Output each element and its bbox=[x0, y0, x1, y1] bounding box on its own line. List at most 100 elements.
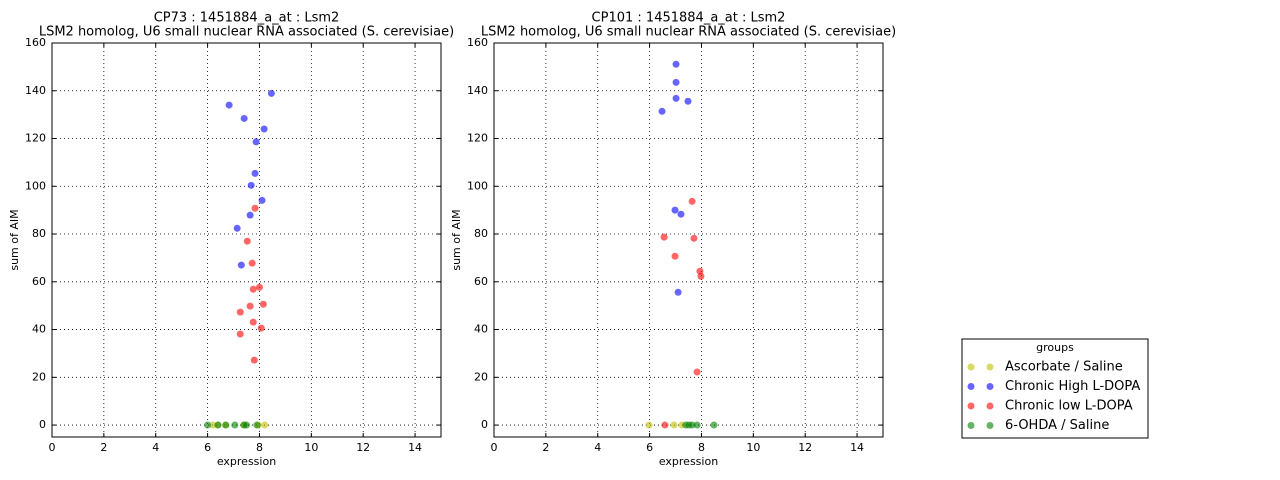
x-axis-label: expression bbox=[217, 455, 276, 468]
y-tick-label: 40 bbox=[474, 323, 488, 336]
legend-box bbox=[961, 338, 1149, 439]
point bbox=[670, 421, 678, 429]
point bbox=[259, 300, 267, 308]
point bbox=[240, 114, 248, 122]
point bbox=[710, 421, 718, 429]
x-axis-label: expression bbox=[659, 455, 718, 468]
legend-marker bbox=[967, 383, 975, 390]
point bbox=[672, 78, 680, 86]
series bbox=[225, 89, 275, 269]
point bbox=[209, 421, 217, 429]
point bbox=[688, 197, 696, 205]
x-tick-label: 4 bbox=[594, 441, 601, 454]
y-axis-label: sum of AIM bbox=[8, 209, 21, 270]
point bbox=[250, 356, 258, 364]
point bbox=[693, 368, 701, 376]
point bbox=[246, 302, 254, 310]
y-tick-label: 20 bbox=[32, 370, 46, 383]
y-tick-label: 0 bbox=[481, 418, 488, 431]
point bbox=[243, 421, 250, 429]
point bbox=[672, 94, 680, 102]
point bbox=[661, 421, 669, 429]
point bbox=[225, 101, 233, 109]
point bbox=[233, 224, 241, 232]
point bbox=[697, 272, 705, 280]
point bbox=[257, 324, 265, 332]
x-tick-label: 2 bbox=[542, 441, 549, 454]
point bbox=[249, 285, 257, 293]
x-tick-label: 12 bbox=[356, 441, 370, 454]
point bbox=[251, 204, 259, 212]
chart-subtitle: LSM2 homolog, U6 small nuclear RNA assoc… bbox=[481, 25, 896, 40]
point bbox=[258, 196, 266, 204]
series bbox=[682, 421, 718, 429]
chart-title: CP73 : 1451884_a_at : Lsm2 bbox=[154, 11, 340, 26]
point bbox=[252, 138, 260, 146]
point bbox=[248, 259, 256, 267]
point bbox=[214, 421, 222, 429]
x-tick-label: 10 bbox=[304, 441, 318, 454]
legend-marker bbox=[986, 383, 994, 390]
point bbox=[246, 211, 254, 219]
y-tick-label: 20 bbox=[474, 370, 488, 383]
point bbox=[247, 181, 255, 189]
legend-title: groups bbox=[1036, 341, 1074, 354]
point bbox=[231, 421, 239, 429]
series bbox=[204, 421, 261, 429]
point bbox=[253, 421, 261, 429]
point bbox=[688, 421, 696, 429]
point bbox=[660, 233, 668, 241]
point bbox=[237, 261, 245, 269]
y-tick-label: 120 bbox=[467, 132, 488, 145]
point bbox=[690, 234, 698, 242]
legend-label: Chronic High L-DOPA bbox=[1005, 379, 1140, 394]
y-tick-label: 100 bbox=[25, 179, 46, 192]
point bbox=[260, 125, 268, 133]
legend-marker bbox=[986, 422, 994, 429]
point bbox=[261, 421, 269, 429]
x-tick-label: 0 bbox=[49, 441, 56, 454]
y-tick-label: 0 bbox=[39, 418, 46, 431]
legend: groups Ascorbate / Saline Chronic High L-D… bbox=[961, 338, 1149, 439]
legend-marker bbox=[967, 402, 975, 410]
series bbox=[236, 204, 267, 364]
y-tick-label: 60 bbox=[32, 275, 46, 288]
x-tick-label: 14 bbox=[408, 441, 422, 454]
legend-marker bbox=[986, 402, 994, 410]
point bbox=[236, 308, 244, 316]
y-tick-label: 120 bbox=[25, 132, 46, 145]
point bbox=[684, 97, 692, 105]
plot-frame bbox=[493, 42, 884, 438]
y-axis-label: sum of AIM bbox=[450, 209, 463, 270]
legend-label: Ascorbate / Saline bbox=[1005, 360, 1123, 375]
point bbox=[267, 89, 275, 97]
x-tick-label: 8 bbox=[256, 441, 263, 454]
x-tick-label: 0 bbox=[491, 441, 498, 454]
y-tick-label: 80 bbox=[474, 227, 488, 240]
point bbox=[671, 206, 679, 214]
point bbox=[672, 60, 680, 68]
y-tick-label: 160 bbox=[25, 36, 46, 49]
point bbox=[236, 330, 244, 338]
point bbox=[674, 288, 682, 296]
plot-frame bbox=[51, 42, 442, 438]
x-tick-label: 6 bbox=[646, 441, 653, 454]
point bbox=[677, 210, 685, 218]
y-tick-label: 140 bbox=[25, 84, 46, 97]
point bbox=[204, 421, 212, 429]
y-tick-label: 100 bbox=[467, 179, 488, 192]
point bbox=[658, 107, 666, 115]
x-tick-label: 10 bbox=[746, 441, 760, 454]
point bbox=[251, 169, 259, 177]
y-tick-label: 80 bbox=[32, 227, 46, 240]
legend-marker bbox=[986, 363, 994, 371]
y-tick-label: 60 bbox=[474, 275, 488, 288]
x-tick-label: 4 bbox=[152, 441, 159, 454]
x-tick-label: 14 bbox=[850, 441, 864, 454]
x-tick-label: 6 bbox=[204, 441, 211, 454]
legend-marker bbox=[967, 363, 975, 371]
y-tick-label: 40 bbox=[32, 323, 46, 336]
y-tick-label: 140 bbox=[467, 84, 488, 97]
point bbox=[255, 283, 263, 291]
series bbox=[660, 197, 705, 429]
